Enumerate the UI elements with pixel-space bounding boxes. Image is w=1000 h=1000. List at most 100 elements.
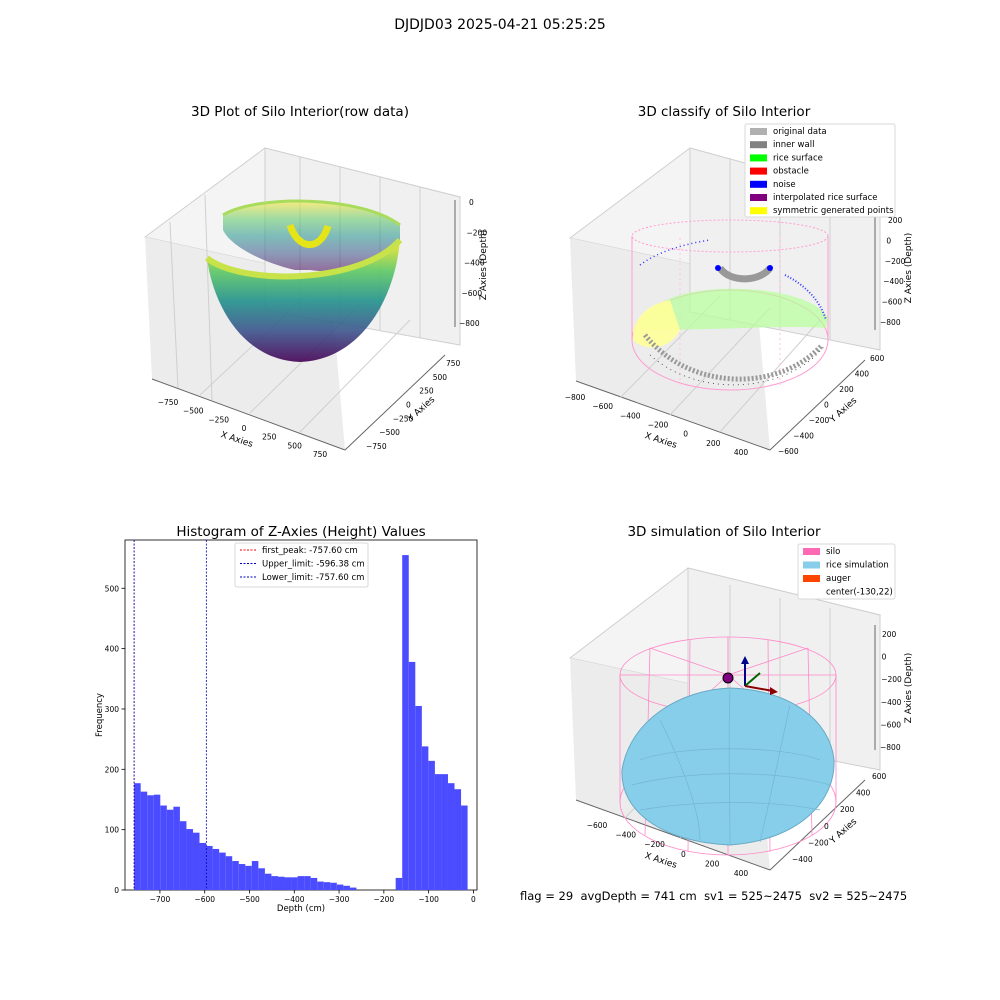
classified-points bbox=[631, 219, 829, 391]
x-axis-label: Depth (cm) bbox=[277, 904, 325, 914]
histogram-bar bbox=[441, 774, 448, 890]
x-tick-label: −600 bbox=[194, 895, 215, 904]
y-tick-label: 500 bbox=[433, 373, 448, 382]
histogram-bar bbox=[251, 861, 259, 890]
panel-classify-3d: 3D classify of Silo Interior bbox=[565, 104, 914, 457]
y-tick-label: −500 bbox=[379, 428, 400, 437]
y-axis-label: Y Axies bbox=[405, 395, 437, 425]
histogram-bar bbox=[147, 795, 154, 890]
raw-bowl-surface bbox=[205, 199, 403, 362]
x-tick-label: 500 bbox=[288, 441, 303, 450]
histogram-bar bbox=[284, 877, 292, 890]
x-tick-label: −400 bbox=[284, 895, 305, 904]
z-tick-label: 0 bbox=[469, 198, 474, 207]
histogram-bar bbox=[277, 876, 285, 890]
histogram-bar bbox=[291, 877, 298, 890]
x-tick-label: 0 bbox=[683, 430, 688, 439]
legend-swatch bbox=[803, 561, 820, 569]
z-tick-labels: 200 0 −200 −400 −600 −800 bbox=[880, 216, 906, 327]
y-tick-labels: 0 100 200 300 400 500 bbox=[105, 584, 125, 895]
legend-label: auger bbox=[826, 574, 851, 584]
legend-label: Lower_limit: -757.60 cm bbox=[262, 573, 364, 583]
legend-label: first_peak: -757.60 cm bbox=[262, 546, 358, 556]
histogram-bar bbox=[179, 821, 187, 890]
histogram-bar bbox=[434, 774, 442, 890]
histogram-bar bbox=[447, 783, 455, 890]
histogram-bar bbox=[415, 705, 422, 890]
histogram-bar bbox=[140, 791, 148, 890]
x-tick-label: −400 bbox=[615, 831, 636, 840]
legend-swatch bbox=[750, 154, 767, 162]
x-tick-labels: −750 −500 −250 0 250 500 750 bbox=[158, 398, 328, 459]
x-tick-label: 0 bbox=[681, 850, 686, 859]
x-tick-label: −300 bbox=[329, 895, 350, 904]
histogram-bar bbox=[297, 876, 305, 890]
histogram-bars bbox=[134, 555, 468, 890]
x-tick-label: 200 bbox=[706, 439, 721, 448]
z-tick-label: −800 bbox=[459, 319, 480, 328]
z-tick-label: −600 bbox=[882, 298, 903, 307]
reference-lines bbox=[133, 540, 207, 890]
y-tick-label: 200 bbox=[839, 385, 854, 394]
x-tick-labels: −800 −600 −400 −200 0 200 400 bbox=[565, 393, 749, 457]
histogram-bar bbox=[304, 876, 311, 890]
legend-label: rice simulation bbox=[826, 561, 889, 571]
legend-swatch bbox=[750, 207, 767, 215]
histogram-bar bbox=[134, 783, 141, 890]
legend-swatch bbox=[750, 141, 767, 149]
panel-raw-3d: 3D Plot of Silo Interior(row data) −750−… bbox=[143, 104, 489, 459]
x-tick-label: −250 bbox=[208, 415, 229, 424]
legend-label: symmetric generated points bbox=[773, 206, 894, 216]
z-tick-label: −200 bbox=[467, 228, 488, 237]
panel-simulation-3d: 3D simulation of Silo Interior bbox=[568, 524, 914, 878]
x-tick-label: 0 bbox=[471, 895, 476, 904]
x-axis-label: X Axies bbox=[219, 430, 254, 450]
x-tick-labels: −600 −400 −200 0 200 400 bbox=[587, 821, 749, 878]
legend-swatch bbox=[750, 128, 767, 135]
x-tick-label: −700 bbox=[150, 895, 171, 904]
panel-simulation-title: 3D simulation of Silo Interior bbox=[627, 524, 821, 540]
z-tick-label: 0 bbox=[882, 653, 887, 662]
histogram-bar bbox=[336, 884, 344, 890]
x-tick-labels: −700 −600 −500 −400 −300 −200 −100 0 bbox=[150, 890, 476, 904]
x-axis-label: X Axies bbox=[643, 851, 678, 871]
figure-title: DJDJD03 2025-04-21 05:25:25 bbox=[394, 17, 606, 33]
legend: original data inner wall rice surface obsta… bbox=[744, 123, 896, 218]
y-tick-labels: 750 500 250 0 −250 −500 −750 bbox=[366, 359, 461, 451]
sv1-value: sv1 = 525~2475 bbox=[704, 889, 802, 903]
legend-swatch bbox=[750, 167, 767, 175]
z-tick-labels: 0 −200 −400 −600 −800 bbox=[459, 198, 487, 328]
y-tick-label: −200 bbox=[809, 416, 830, 425]
z-axis-label: Z Axies (Depth) bbox=[904, 233, 914, 304]
z-tick-label: −200 bbox=[881, 675, 902, 684]
legend-label: original data bbox=[773, 127, 827, 137]
z-tick-labels: 200 0 −200 −400 −600 −800 bbox=[880, 630, 902, 752]
z-tick-label: −400 bbox=[881, 698, 902, 707]
z-tick-label: −400 bbox=[464, 259, 485, 268]
y-tick-label: 400 bbox=[856, 789, 871, 798]
histogram-bar bbox=[395, 877, 403, 890]
histogram-bar bbox=[173, 806, 180, 890]
y-tick-label: −750 bbox=[366, 442, 387, 451]
histogram-bar bbox=[323, 882, 331, 890]
histogram-title: Histogram of Z-Axies (Height) Values bbox=[176, 524, 425, 540]
histogram-bar bbox=[219, 852, 226, 890]
histogram-bar bbox=[421, 746, 429, 890]
histogram-bar bbox=[264, 873, 272, 890]
legend-swatch bbox=[803, 548, 820, 555]
y-tick-label: −250 bbox=[393, 414, 414, 423]
x-tick-label: 0 bbox=[242, 424, 247, 433]
y-tick-label: 0 bbox=[406, 401, 411, 410]
histogram-bar bbox=[212, 848, 220, 890]
rice-simulation-surface bbox=[621, 687, 835, 846]
histogram-bar bbox=[454, 789, 462, 890]
histogram-bar bbox=[258, 868, 265, 890]
y-tick-label: −400 bbox=[793, 432, 814, 441]
legend-label: rice surface bbox=[773, 153, 823, 163]
legend-label: noise bbox=[773, 180, 796, 190]
histogram-bar bbox=[232, 861, 239, 890]
y-tick-label: 200 bbox=[840, 805, 855, 814]
auger-marker bbox=[722, 656, 778, 695]
y-axis-label: Y Axies bbox=[827, 396, 859, 426]
